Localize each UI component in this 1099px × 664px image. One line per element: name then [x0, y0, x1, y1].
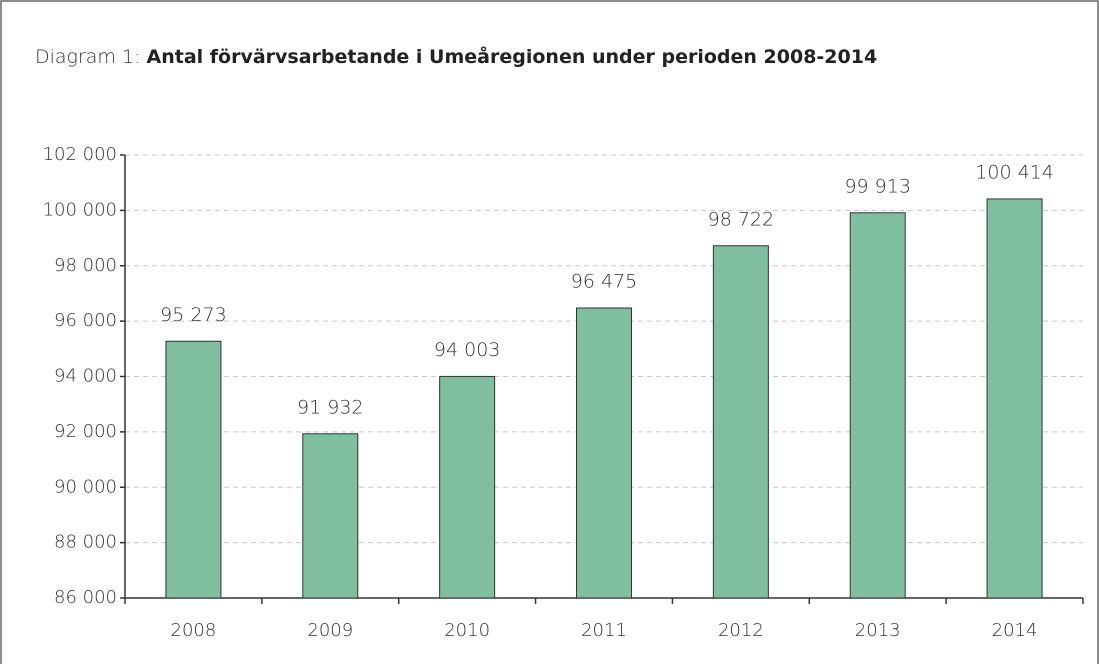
x-tick-label: 2010 — [444, 620, 490, 641]
title-prefix: Diagram 1: — [35, 46, 140, 68]
data-label: 95 273 — [160, 304, 226, 326]
y-tick-label: 88 000 — [54, 532, 117, 553]
bar — [576, 307, 632, 599]
title-main: Antal förvärvsarbetande i Umeåregionen u… — [147, 44, 878, 68]
x-tick-label: 2012 — [718, 620, 764, 641]
x-tick-label: 2013 — [855, 620, 901, 641]
x-tick-label: 2011 — [581, 620, 627, 641]
data-label: 94 003 — [434, 339, 500, 361]
y-tick-label: 98 000 — [54, 255, 117, 276]
bar — [712, 245, 769, 599]
chart-title: Diagram 1: Antal förvärvsarbetande i Ume… — [35, 44, 877, 68]
x-tick-label: 2014 — [992, 620, 1038, 641]
data-label: 98 722 — [708, 208, 774, 230]
x-tick-label: 2008 — [171, 620, 217, 641]
data-label: 91 932 — [297, 396, 363, 418]
bar — [302, 433, 359, 599]
data-label: 99 913 — [844, 175, 910, 197]
data-label: 100 414 — [975, 161, 1054, 183]
bar — [986, 198, 1043, 599]
y-tick-label: 92 000 — [54, 421, 117, 442]
y-tick-label: 90 000 — [54, 476, 117, 497]
y-tick-label: 94 000 — [54, 366, 117, 387]
y-tick-label: 86 000 — [54, 587, 117, 608]
bar — [165, 340, 222, 599]
x-tick-label: 2009 — [307, 620, 353, 641]
bar — [849, 212, 906, 599]
y-tick-label: 96 000 — [54, 310, 117, 331]
bar — [439, 375, 496, 599]
y-tick-label: 100 000 — [43, 199, 117, 220]
y-tick-label: 102 000 — [43, 144, 117, 165]
data-label: 96 475 — [571, 270, 637, 292]
